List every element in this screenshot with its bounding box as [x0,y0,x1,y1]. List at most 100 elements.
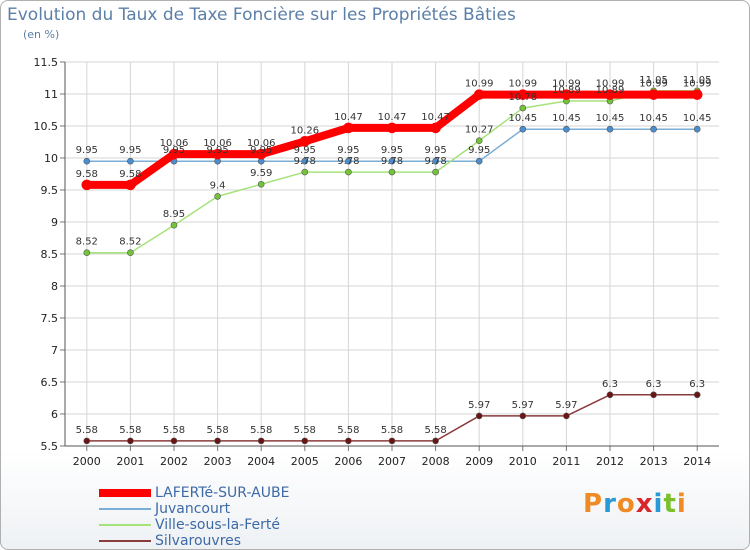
data-point [170,437,178,445]
data-label: 9.95 [424,145,446,156]
x-tick-label: 2005 [291,455,319,468]
data-label: 9.78 [381,156,403,167]
data-label: 9.78 [294,156,316,167]
y-tick-label: 9 [51,216,58,229]
data-label: 8.95 [163,209,185,220]
data-point [432,157,439,165]
y-tick-label: 10 [44,152,58,165]
data-label: 8.52 [76,237,98,248]
data-label: 6.3 [689,379,705,390]
data-point [301,168,309,176]
data-label: 5.58 [381,425,403,436]
data-point [81,179,93,191]
data-point [255,148,267,160]
data-point [388,437,396,445]
data-point [345,437,352,445]
data-point [214,193,221,200]
y-tick-label: 8.5 [41,248,59,261]
data-point [475,412,483,420]
data-point [127,157,134,165]
data-point [345,157,352,165]
data-point [299,136,311,147]
x-tick-label: 2008 [422,455,450,468]
data-point [473,89,485,100]
data-label: 10.99 [596,79,625,90]
data-label: 10.06 [160,138,189,149]
data-point [691,89,703,100]
legend-label: Juvancourt [155,501,231,517]
data-label: 9.59 [250,168,272,179]
data-point [650,391,657,399]
data-point [343,122,354,134]
chart-subtitle: (en %) [23,28,60,41]
legend-label: LAFERTé-SUR-AUBE [155,485,290,501]
data-point [693,125,701,133]
data-label: 10.45 [596,113,625,124]
data-point [561,89,572,100]
data-label: 5.97 [468,400,490,411]
data-point [83,249,91,257]
data-label: 11.05 [683,75,712,86]
data-point [563,412,570,420]
data-point [386,122,398,134]
x-tick-label: 2010 [509,455,537,468]
x-tick-label: 2003 [204,455,232,468]
data-point [301,157,309,165]
data-point [257,180,265,188]
data-label: 5.58 [163,425,185,436]
data-label: 8.52 [119,237,141,248]
data-point [212,148,223,160]
data-label: 10.27 [465,125,494,136]
data-label: 5.58 [294,425,316,436]
data-point [519,412,527,420]
data-point [83,437,91,445]
data-point [648,89,659,100]
data-label: 9.95 [468,145,490,156]
data-label: 9.95 [76,145,98,156]
x-tick-label: 2006 [334,455,362,468]
data-label: 9.58 [119,169,141,180]
data-label: 9.95 [294,145,316,156]
data-label: 10.45 [552,113,581,124]
data-label: 10.45 [683,113,712,124]
chart-title: Evolution du Taux de Taxe Foncière sur l… [7,5,516,25]
legend-swatch [99,508,151,510]
data-label: 5.58 [250,425,272,436]
data-point [606,391,614,399]
x-tick-label: 2014 [683,455,711,468]
x-tick-label: 2012 [596,455,624,468]
x-tick-label: 2001 [116,455,144,468]
data-label: 10.26 [290,125,319,136]
x-tick-label: 2000 [73,455,101,468]
x-tick-label: 2011 [552,455,580,468]
data-label: 9.4 [210,180,226,191]
data-label: 6.3 [646,379,662,390]
data-label: 10.47 [334,112,363,123]
y-tick-label: 6.5 [41,376,59,389]
data-point [125,179,136,191]
y-tick-label: 8 [51,280,58,293]
data-point [650,125,657,133]
x-tick-label: 2002 [160,455,188,468]
data-label: 9.95 [119,145,141,156]
data-label: 10.45 [639,113,668,124]
data-point [127,437,134,445]
y-tick-label: 9.5 [41,184,59,197]
data-label: 10.06 [203,138,232,149]
proxiti-logo: Proxiti [583,489,687,519]
line-chart: 5.5 6 6.5 7 7.5 8 8.5 9 9.5 10 10.5 11 11.5 2000 2001 2… [34,56,719,468]
x-tick-label: 2009 [465,455,493,468]
data-point [388,157,396,165]
data-label: 9.95 [250,145,272,156]
x-tick-label: 2013 [640,455,668,468]
data-point [693,391,701,399]
y-tick-label: 5.5 [41,440,59,453]
data-point [214,437,221,445]
data-label: 5.97 [555,400,577,411]
x-tick-label: 2007 [378,455,406,468]
legend-swatch [99,524,151,526]
data-label: 9.78 [424,156,446,167]
data-point [432,437,439,445]
data-point [519,104,527,112]
data-label: 10.89 [552,85,581,96]
